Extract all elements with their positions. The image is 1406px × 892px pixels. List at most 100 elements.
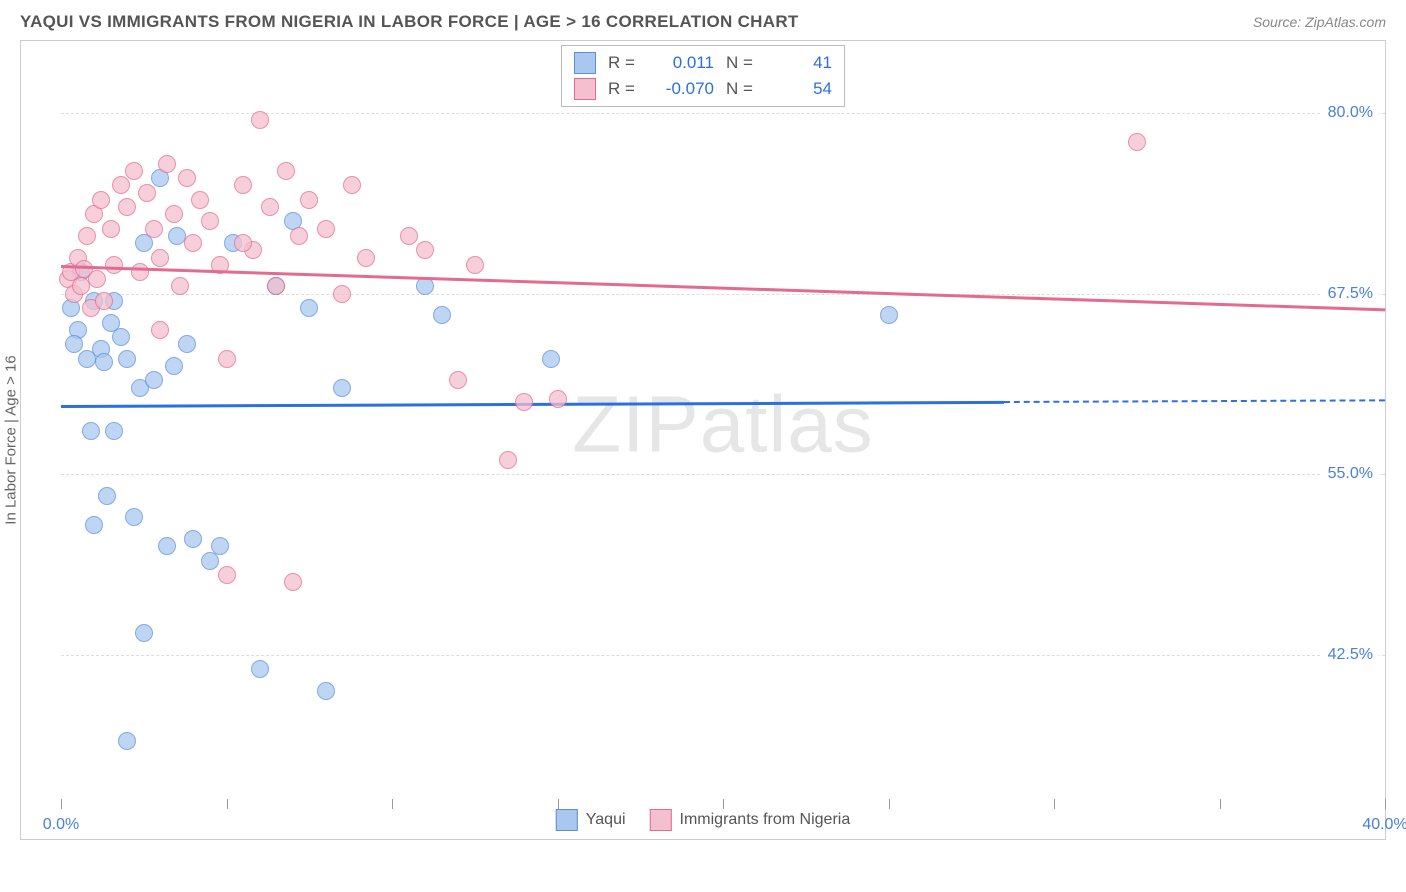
x-tick [392, 799, 393, 809]
data-point-yaqui [105, 422, 123, 440]
data-point-nigeria [261, 198, 279, 216]
data-point-yaqui [251, 660, 269, 678]
data-point-nigeria [178, 169, 196, 187]
swatch-yaqui [556, 809, 578, 831]
data-point-nigeria [184, 234, 202, 252]
x-tick [1385, 799, 1386, 809]
x-tick [723, 799, 724, 809]
legend-label-nigeria: Immigrants from Nigeria [680, 811, 851, 829]
data-point-nigeria [251, 111, 269, 129]
data-point-yaqui [98, 487, 116, 505]
plot-area: ZIPatlas 42.5%55.0%67.5%80.0%0.0%40.0% [61, 41, 1385, 799]
chart-container: In Labor Force | Age > 16 ZIPatlas 42.5%… [20, 40, 1386, 840]
data-point-nigeria [400, 227, 418, 245]
correlation-legend: R = 0.011 N = 41 R = -0.070 N = 54 [561, 45, 845, 107]
data-point-yaqui [416, 277, 434, 295]
legend-row-nigeria: R = -0.070 N = 54 [574, 76, 832, 102]
data-point-nigeria [284, 573, 302, 591]
swatch-nigeria [574, 78, 596, 100]
data-point-nigeria [78, 227, 96, 245]
data-point-nigeria [201, 212, 219, 230]
data-point-nigeria [151, 249, 169, 267]
data-point-nigeria [416, 241, 434, 259]
y-tick-label: 67.5% [1322, 283, 1379, 305]
x-tick [1054, 799, 1055, 809]
trend-line-yaqui-extrapolated [1004, 399, 1385, 403]
data-point-nigeria [357, 249, 375, 267]
data-point-yaqui [168, 227, 186, 245]
data-point-nigeria [131, 263, 149, 281]
data-point-nigeria [145, 220, 163, 238]
data-point-yaqui [158, 537, 176, 555]
data-point-nigeria [515, 393, 533, 411]
x-tick [558, 799, 559, 809]
legend-item-yaqui: Yaqui [556, 809, 626, 831]
y-tick-label: 80.0% [1322, 102, 1379, 124]
legend-label-yaqui: Yaqui [586, 811, 626, 829]
data-point-nigeria [92, 191, 110, 209]
data-point-yaqui [112, 328, 130, 346]
data-point-nigeria [138, 184, 156, 202]
data-point-nigeria [449, 371, 467, 389]
x-tick-label: 40.0% [1362, 816, 1406, 834]
data-point-yaqui [317, 682, 335, 700]
y-tick-label: 42.5% [1322, 644, 1379, 666]
x-tick-label: 0.0% [43, 816, 79, 834]
data-point-yaqui [880, 306, 898, 324]
title-bar: YAQUI VS IMMIGRANTS FROM NIGERIA IN LABO… [0, 0, 1406, 40]
r-value-yaqui: 0.011 [654, 53, 714, 73]
data-point-yaqui [300, 299, 318, 317]
data-point-nigeria [88, 270, 106, 288]
data-point-nigeria [105, 256, 123, 274]
data-point-yaqui [82, 422, 100, 440]
data-point-yaqui [542, 350, 560, 368]
data-point-yaqui [125, 508, 143, 526]
data-point-nigeria [95, 292, 113, 310]
data-point-yaqui [145, 371, 163, 389]
data-point-nigeria [218, 350, 236, 368]
data-point-nigeria [290, 227, 308, 245]
n-label: N = [726, 53, 760, 73]
x-tick [889, 799, 890, 809]
data-point-nigeria [333, 285, 351, 303]
r-label: R = [608, 53, 642, 73]
data-point-nigeria [1128, 133, 1146, 151]
n-value-nigeria: 54 [772, 79, 832, 99]
data-point-nigeria [118, 198, 136, 216]
n-label: N = [726, 79, 760, 99]
data-point-yaqui [135, 624, 153, 642]
data-point-nigeria [112, 176, 130, 194]
data-point-nigeria [125, 162, 143, 180]
data-point-yaqui [85, 516, 103, 534]
data-point-nigeria [151, 321, 169, 339]
data-point-yaqui [178, 335, 196, 353]
data-point-nigeria [300, 191, 318, 209]
watermark: ZIPatlas [572, 379, 873, 471]
data-point-nigeria [343, 176, 361, 194]
data-point-nigeria [549, 390, 567, 408]
data-point-nigeria [158, 155, 176, 173]
legend-row-yaqui: R = 0.011 N = 41 [574, 50, 832, 76]
n-value-yaqui: 41 [772, 53, 832, 73]
data-point-nigeria [72, 277, 90, 295]
y-axis-label: In Labor Force | Age > 16 [3, 355, 20, 524]
legend-item-nigeria: Immigrants from Nigeria [650, 809, 851, 831]
gridline [61, 474, 1385, 475]
data-point-yaqui [65, 335, 83, 353]
gridline [61, 294, 1385, 295]
data-point-nigeria [191, 191, 209, 209]
data-point-nigeria [317, 220, 335, 238]
swatch-nigeria [650, 809, 672, 831]
series-legend: Yaqui Immigrants from Nigeria [556, 809, 850, 831]
data-point-nigeria [466, 256, 484, 274]
y-tick-label: 55.0% [1322, 463, 1379, 485]
r-label: R = [608, 79, 642, 99]
data-point-yaqui [433, 306, 451, 324]
data-point-yaqui [201, 552, 219, 570]
data-point-nigeria [499, 451, 517, 469]
data-point-nigeria [234, 176, 252, 194]
data-point-yaqui [118, 732, 136, 750]
data-point-yaqui [118, 350, 136, 368]
r-value-nigeria: -0.070 [654, 79, 714, 99]
source-attribution: Source: ZipAtlas.com [1253, 14, 1386, 30]
